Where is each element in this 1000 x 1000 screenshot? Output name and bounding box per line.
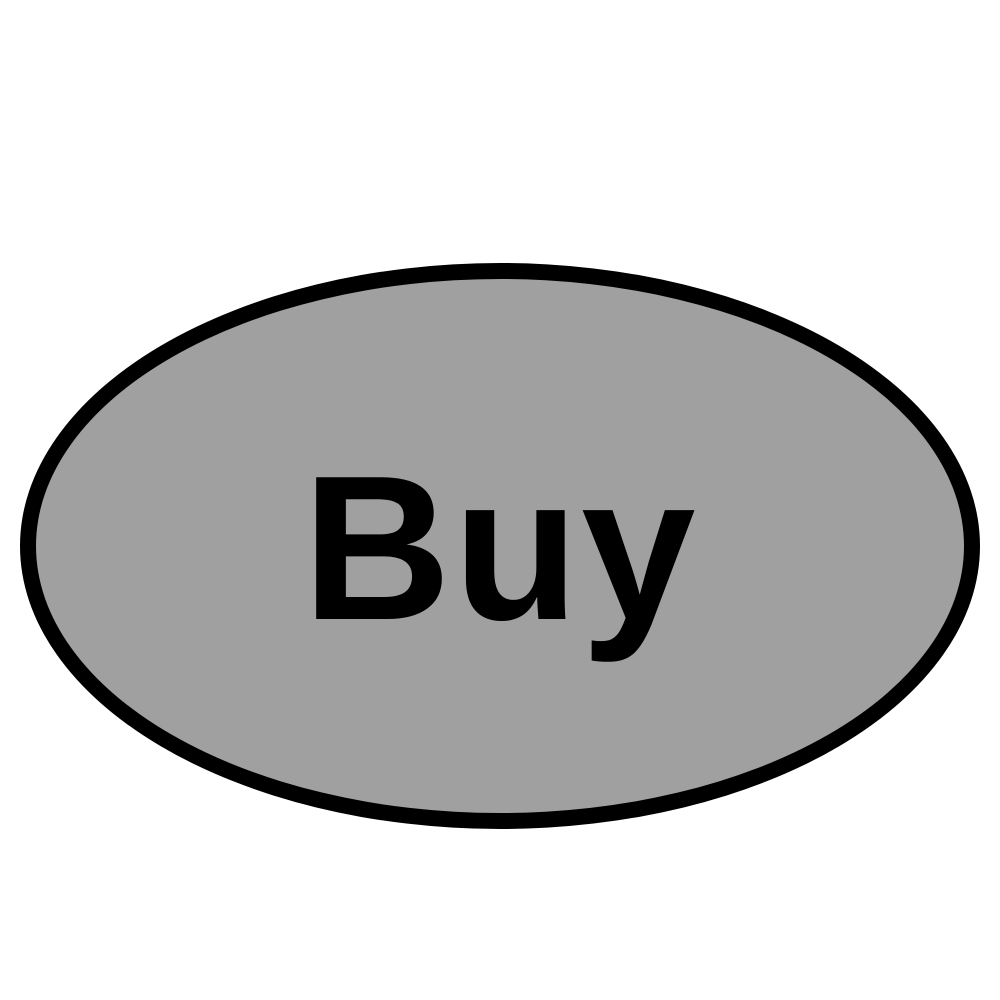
buy-button-label: Buy — [302, 433, 698, 663]
buy-button[interactable]: Buy — [20, 263, 980, 829]
